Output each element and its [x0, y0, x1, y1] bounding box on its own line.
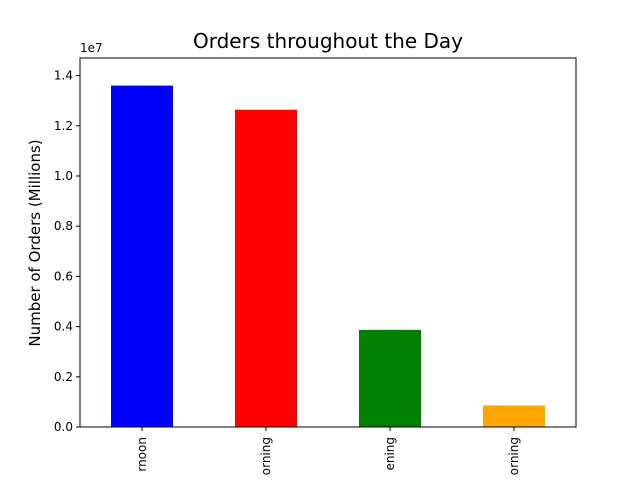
y-tick-label: 0.4	[54, 320, 73, 334]
x-axis-ticks: rnoon orning ening orning	[135, 427, 521, 475]
plot-frame	[79, 57, 577, 428]
x-tick-label: ening	[383, 437, 397, 471]
bar-afternoon	[111, 85, 173, 427]
x-tick-label: orning	[259, 437, 273, 475]
y-axis-offset-label: 1e7	[80, 41, 103, 55]
y-tick-label: 0.8	[54, 219, 73, 233]
bar-evening	[359, 329, 421, 427]
y-tick-label: 0.6	[54, 269, 73, 283]
bar-series	[111, 85, 545, 427]
bar-morning	[235, 109, 297, 427]
y-tick-label: 0.2	[54, 370, 73, 384]
x-tick-label: orning	[507, 437, 521, 475]
bar-early-morning	[483, 405, 545, 427]
y-tick-label: 1.4	[54, 69, 73, 83]
y-tick-label: 0.0	[54, 420, 73, 434]
y-axis-ticks: 0.0 0.2 0.4 0.6 0.8 1.0 1.2 1.4	[54, 69, 80, 434]
y-axis-label: Number of Orders (Millions)	[26, 139, 44, 346]
y-tick-label: 1.0	[54, 169, 73, 183]
y-tick-label: 1.2	[54, 119, 73, 133]
x-tick-label: rnoon	[135, 437, 149, 472]
chart-title: Orders throughout the Day	[193, 29, 463, 53]
